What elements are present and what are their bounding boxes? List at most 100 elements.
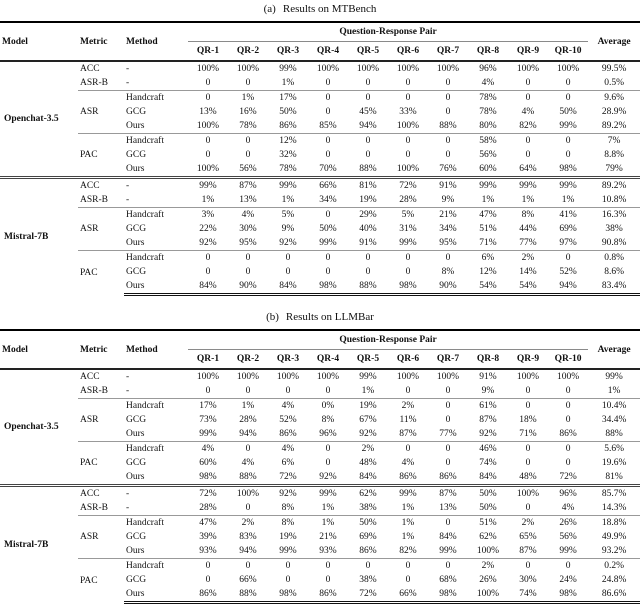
qr-value: 68% (439, 575, 457, 585)
qr-value: 66% (388, 587, 428, 604)
qr-value: 47% (468, 207, 508, 222)
average-value: 8.8% (604, 150, 625, 160)
average-value: 86.6% (588, 587, 640, 604)
qr-value: 72% (188, 484, 228, 501)
qr-value: 4% (268, 398, 308, 413)
qr-value: 99% (188, 176, 228, 193)
qr-value: 56% (239, 164, 257, 174)
qr-value: 0 (565, 78, 571, 88)
method-label: Ours (124, 587, 188, 604)
qr-value: 0 (268, 250, 308, 265)
qr-value: 0 (388, 90, 428, 105)
qr-value: 72% (388, 176, 428, 193)
qr-value: 1% (308, 515, 348, 530)
qr-value: 0 (325, 78, 331, 88)
qr-value: 0 (325, 107, 331, 117)
qr-value: 99% (508, 176, 548, 193)
qr-value: 99% (199, 429, 217, 439)
qr-value: 87% (399, 429, 417, 439)
average-value: 24.8% (601, 575, 627, 585)
qr-value: 1% (361, 386, 375, 396)
qr-value: 2% (468, 558, 508, 573)
qr-value: 0 (308, 250, 348, 265)
qr-value: 84% (439, 532, 457, 542)
qr-value: 78% (279, 164, 297, 174)
qr-value: 100% (196, 164, 220, 174)
table-row: GCG 13% 16% 50% 0 45% 33% 0 78% 4% 50% 28.9% (0, 105, 640, 119)
method-label: - (126, 64, 130, 74)
qr-value: 100% (236, 64, 260, 74)
col-header-model: Model (0, 329, 78, 370)
qr-value: 100% (556, 64, 580, 74)
average-value: 19.6% (601, 458, 627, 468)
qr-value: 100% (236, 372, 260, 382)
qr-value: 90% (428, 279, 468, 296)
qr-value: 0 (325, 458, 331, 468)
qr-value: 86% (399, 472, 417, 482)
qr-value: 100% (516, 64, 540, 74)
qr-value: 98% (548, 587, 589, 604)
qr-value: 100% (196, 64, 220, 74)
qr-value: 50% (468, 484, 508, 501)
metric-label: ASR-B (80, 503, 108, 513)
method-label: - (126, 386, 130, 396)
qr-value: 78% (479, 107, 497, 117)
qr-value: 99% (319, 238, 337, 248)
col-header-qr: QR-8 (468, 41, 508, 62)
qr-value: 28% (239, 415, 257, 425)
qr-value: 93% (199, 546, 217, 556)
qr-value: 0 (405, 150, 411, 160)
col-header-qr: QR-7 (428, 41, 468, 62)
qr-value: 0 (308, 558, 348, 573)
qr-value: 1% (281, 195, 295, 205)
qr-value: 100% (476, 546, 500, 556)
qr-value: 0 (428, 133, 468, 148)
qr-value: 100% (436, 64, 460, 74)
caption-label: (a) (263, 3, 276, 15)
qr-value: 0 (445, 107, 451, 117)
qr-value: 71% (519, 429, 537, 439)
qr-value: 0 (565, 386, 571, 396)
average-value: 18.8% (588, 515, 640, 530)
qr-value: 50% (319, 224, 337, 234)
metric-label: ASR (78, 207, 124, 251)
qr-value: 0 (445, 458, 451, 468)
qr-value: 98% (428, 587, 468, 604)
average-value: 28.9% (601, 107, 627, 117)
qr-value: 50% (348, 515, 388, 530)
qr-value: 17% (268, 90, 308, 105)
qr-value: 2% (508, 250, 548, 265)
qr-value: 84% (268, 279, 308, 296)
method-label: Handcraft (124, 207, 188, 222)
col-header-qr: QR-8 (468, 349, 508, 370)
average-value: 83.4% (588, 279, 640, 296)
qr-value: 85% (319, 121, 337, 131)
col-header-metric: Metric (78, 21, 124, 62)
qr-value: 100% (508, 484, 548, 501)
qr-value: 38% (359, 503, 377, 513)
method-label: - (124, 176, 188, 193)
qr-value: 4% (241, 458, 255, 468)
qr-value: 98% (308, 279, 348, 296)
qr-value: 0 (525, 78, 531, 88)
method-label: GCG (126, 532, 147, 542)
qr-value: 100% (396, 64, 420, 74)
qr-value: 82% (399, 546, 417, 556)
qr-value: 99% (279, 64, 297, 74)
table-row: Ours 93% 94% 99% 93% 86% 82% 99% 100% 87% 99% 93.2% (0, 544, 640, 559)
metric-label: ASR (78, 515, 124, 559)
qr-value: 94% (548, 279, 589, 296)
qr-value: 1% (561, 195, 575, 205)
qr-value: 100% (396, 372, 420, 382)
qr-value: 30% (239, 224, 257, 234)
qr-value: 91% (428, 176, 468, 193)
qr-value: 99% (548, 176, 589, 193)
qr-value: 82% (519, 121, 537, 131)
qr-value: 48% (359, 458, 377, 468)
caption-text: Results on MTBench (282, 3, 377, 15)
qr-value: 0 (308, 207, 348, 222)
col-header-qr: QR-2 (228, 349, 268, 370)
qr-value: 0 (428, 250, 468, 265)
qr-value: 0 (445, 150, 451, 160)
col-header-qr: QR-1 (188, 41, 228, 62)
